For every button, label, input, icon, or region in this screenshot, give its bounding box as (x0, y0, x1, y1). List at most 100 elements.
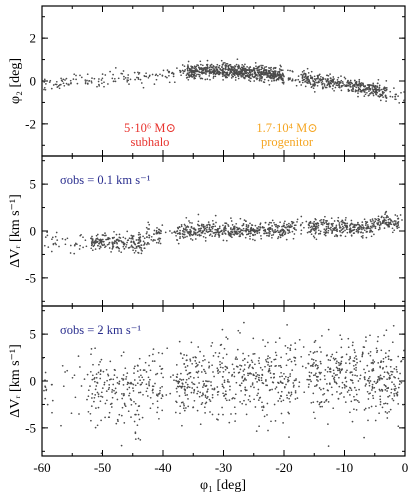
data-point (166, 347, 169, 350)
data-point (376, 222, 378, 224)
data-point (54, 83, 57, 86)
data-point (137, 251, 139, 254)
data-point (206, 390, 209, 393)
data-point (389, 95, 392, 98)
data-point (235, 356, 237, 359)
data-point (340, 392, 343, 394)
data-point (266, 74, 269, 77)
data-point (235, 365, 238, 368)
data-point (90, 81, 93, 84)
data-point (249, 66, 252, 68)
data-point (97, 406, 100, 409)
data-point (103, 244, 105, 246)
data-point (172, 75, 175, 78)
data-point (247, 354, 250, 357)
data-point (255, 74, 258, 77)
data-point (241, 402, 244, 405)
data-point (340, 338, 343, 341)
data-point (243, 373, 245, 376)
data-point (378, 95, 380, 98)
data-point (99, 400, 102, 403)
data-point (290, 393, 293, 396)
data-point (230, 413, 232, 415)
data-point (123, 402, 126, 405)
data-point (212, 64, 215, 67)
data-point (181, 357, 184, 360)
data-point (208, 380, 210, 383)
data-point (270, 376, 272, 379)
data-point (225, 366, 228, 368)
data-point (91, 77, 93, 79)
data-point (349, 230, 351, 232)
data-point (190, 238, 192, 240)
data-point (129, 78, 132, 81)
data-point (289, 78, 291, 81)
data-point (140, 252, 143, 255)
data-point (287, 79, 290, 81)
data-point (390, 370, 392, 373)
data-point (155, 373, 157, 376)
data-point (372, 82, 375, 85)
data-point (182, 230, 185, 233)
data-point (382, 216, 385, 219)
data-point (224, 67, 227, 70)
data-point (138, 246, 141, 249)
data-point (251, 75, 254, 78)
data-point (352, 90, 354, 92)
data-point (253, 67, 255, 69)
data-point (194, 77, 197, 80)
data-point (44, 386, 47, 389)
data-point (309, 378, 311, 381)
data-point (219, 363, 221, 366)
data-point (270, 221, 273, 224)
data-point (161, 394, 164, 396)
data-point (383, 91, 385, 94)
data-point (239, 401, 241, 403)
data-point (107, 83, 109, 85)
data-point (150, 235, 153, 238)
data-point (128, 83, 130, 85)
data-point (280, 74, 283, 76)
data-point (91, 393, 94, 395)
data-point (110, 406, 113, 408)
data-point (156, 227, 158, 229)
data-point (330, 355, 333, 358)
data-point (194, 232, 197, 235)
data-point (349, 387, 352, 390)
data-point (350, 81, 352, 84)
data-point (202, 380, 205, 383)
data-point (182, 237, 185, 239)
data-point (269, 356, 271, 359)
data-point (323, 222, 326, 225)
data-point (94, 347, 96, 350)
data-point (376, 349, 379, 352)
data-point (277, 224, 280, 227)
data-point (365, 88, 367, 91)
data-point (396, 225, 399, 228)
data-point (210, 384, 212, 387)
data-point (244, 394, 247, 396)
data-point (201, 232, 204, 234)
data-point (352, 382, 354, 384)
data-point (210, 68, 213, 71)
data-point (246, 66, 248, 68)
data-point (347, 84, 350, 87)
data-point (335, 381, 337, 384)
data-point (96, 424, 99, 427)
data-point (330, 217, 333, 220)
data-point (113, 236, 115, 239)
data-point (219, 360, 221, 363)
data-point (234, 420, 236, 422)
data-point (253, 386, 255, 389)
data-point (224, 397, 227, 400)
data-point (251, 74, 254, 76)
data-point (182, 407, 185, 410)
data-point (190, 65, 192, 68)
data-point (366, 88, 369, 91)
data-point (210, 381, 212, 383)
data-point (141, 416, 144, 419)
data-point (54, 242, 57, 245)
data-point (393, 395, 396, 397)
data-point (222, 224, 224, 227)
progenitor-annotation: progenitor (261, 135, 314, 149)
